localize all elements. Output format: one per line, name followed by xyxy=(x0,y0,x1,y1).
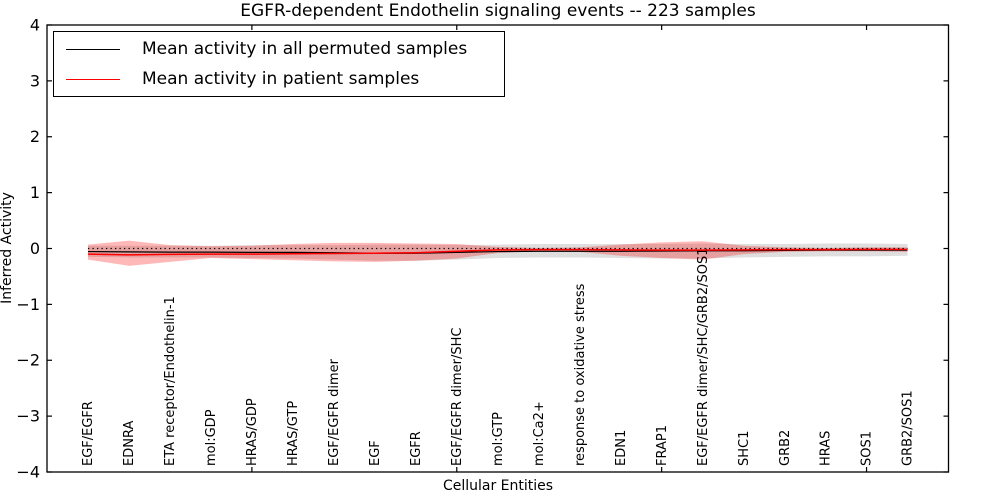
patient-samples-range-band xyxy=(87,240,908,266)
y-tick-label: 1 xyxy=(30,183,40,202)
y-axis-title: Inferred Activity xyxy=(0,192,15,304)
legend-label-patient: Mean activity in patient samples xyxy=(142,69,420,89)
legend-label-permuted: Mean activity in all permuted samples xyxy=(142,39,468,59)
x-category-label: EGF xyxy=(368,440,383,466)
y-tick-label: −3 xyxy=(16,407,40,426)
x-axis-title: Cellular Entities xyxy=(442,478,554,494)
x-category-label: EGF/EGFR xyxy=(81,401,96,466)
x-category-label: HRAS/GDP xyxy=(245,398,260,466)
y-tick-label: 3 xyxy=(30,71,40,90)
y-tick-label: 2 xyxy=(30,127,40,146)
x-category-label: HRAS/GTP xyxy=(286,401,301,466)
x-category-label: GRB2/SOS1 xyxy=(901,390,916,466)
black-line-swatch-icon xyxy=(66,48,120,50)
y-tick-label: −1 xyxy=(16,295,40,314)
red-line-swatch-icon xyxy=(66,78,120,80)
x-category-label: mol:GDP xyxy=(204,409,219,466)
x-category-label: mol:GTP xyxy=(491,412,506,466)
legend-entry-permuted: Mean activity in all permuted samples xyxy=(66,36,504,62)
x-category-label: GRB2 xyxy=(778,430,793,466)
patient-mean-line xyxy=(87,248,908,256)
permuted-mean-line xyxy=(87,249,908,254)
x-category-label: EGF/EGFR dimer/SHC/GRB2/SOS1 xyxy=(696,248,711,467)
x-category-label: response to oxidative stress xyxy=(573,283,588,466)
x-category-label: ETA receptor/Endothelin-1 xyxy=(163,296,178,466)
chart-title: EGFR-dependent Endothelin signaling even… xyxy=(240,1,756,21)
x-category-label: SHC1 xyxy=(737,431,752,466)
x-category-label: EGF/EGFR dimer xyxy=(327,358,342,466)
legend-box: Mean activity in all permuted samples Me… xyxy=(53,31,505,97)
y-tick-label: 0 xyxy=(30,239,40,258)
x-category-label: SOS1 xyxy=(860,431,875,466)
y-tick-label: −4 xyxy=(16,462,40,481)
x-category-label: HRAS xyxy=(819,431,834,466)
x-category-label: EGFR xyxy=(409,431,424,466)
x-category-label: mol:Ca2+ xyxy=(532,401,547,466)
x-category-label: FRAP1 xyxy=(655,425,670,466)
x-category-label: EDN1 xyxy=(614,430,629,466)
y-tick-label: 4 xyxy=(30,15,40,34)
x-category-label: EGF/EGFR dimer/SHC xyxy=(450,328,465,466)
y-tick-label: −2 xyxy=(16,351,40,370)
legend-entry-patient: Mean activity in patient samples xyxy=(66,66,504,92)
x-category-label: EDNRA xyxy=(122,421,137,466)
